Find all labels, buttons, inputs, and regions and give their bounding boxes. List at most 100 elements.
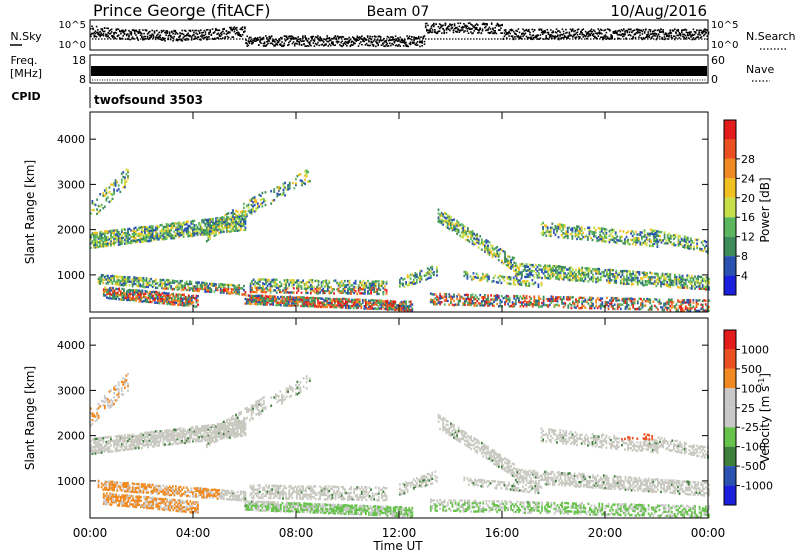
nsky-dot	[505, 29, 507, 31]
range-gate-cell	[506, 297, 508, 299]
range-gate-cell	[620, 276, 622, 278]
nsky-dot	[652, 36, 654, 38]
range-gate-cell	[92, 200, 94, 202]
range-gate-cell	[246, 213, 248, 215]
range-gate-cell	[529, 268, 531, 270]
range-gate-cell	[663, 281, 665, 283]
nsky-dot	[486, 24, 488, 26]
nsky-dot	[686, 37, 688, 39]
nsky-dot	[525, 33, 527, 35]
range-gate-cell	[186, 297, 188, 299]
range-gate-cell	[620, 280, 622, 282]
range-gate-cell	[241, 287, 243, 289]
range-gate-cell	[379, 302, 381, 304]
range-gate-cell	[270, 281, 272, 283]
cpid-label: CPID	[11, 90, 40, 103]
nsky-dot	[512, 35, 514, 37]
nsky-dot	[479, 28, 481, 30]
range-gate-cell	[315, 291, 317, 293]
range-gate-cell	[543, 296, 545, 298]
range-gate-cell	[259, 278, 261, 280]
range-gate-cell	[405, 302, 407, 304]
range-gate-cell	[668, 278, 670, 280]
range-gate-cell	[448, 216, 450, 218]
range-gate-cell	[318, 287, 320, 289]
range-gate-cell	[513, 297, 515, 299]
nsky-dot	[103, 35, 105, 37]
nsky-dot	[563, 31, 565, 33]
nsky-dot	[128, 35, 130, 37]
freq-label-line2: [MHz]	[10, 67, 42, 80]
range-gate-cell	[538, 298, 540, 300]
nsky-dot	[416, 42, 418, 44]
range-gate-cell	[238, 216, 240, 218]
range-gate-cell	[372, 283, 374, 285]
range-gate-cell	[104, 245, 106, 247]
range-gate-cell	[169, 297, 171, 299]
range-gate-cell	[631, 279, 633, 281]
range-gate-cell	[115, 292, 117, 294]
range-gate-cell	[465, 231, 467, 233]
range-gate-cell	[251, 287, 253, 289]
range-gate-cell	[207, 287, 209, 289]
range-gate-cell	[448, 293, 450, 295]
range-gate-cell	[280, 304, 282, 306]
range-gate-cell	[654, 280, 656, 282]
nsky-dot	[372, 36, 374, 38]
range-gate-cell	[452, 303, 454, 305]
range-gate-cell	[124, 176, 126, 178]
range-gate-cell	[481, 249, 483, 251]
nsky-dot	[314, 41, 316, 43]
range-gate-cell	[369, 292, 371, 294]
range-gate-cell	[558, 272, 560, 274]
range-gate-cell	[515, 301, 517, 303]
range-gate-cell	[669, 273, 671, 275]
nsky-dot	[182, 30, 184, 32]
range-gate-cell	[332, 290, 334, 292]
nsky-dot	[616, 33, 618, 35]
nsky-dot	[562, 29, 564, 31]
range-gate-cell	[121, 294, 123, 296]
range-gate-cell	[197, 290, 199, 292]
range-gate-cell	[170, 223, 172, 225]
range-gate-cell	[139, 277, 141, 279]
range-gate-cell	[102, 192, 104, 194]
range-gate-cell	[149, 291, 151, 293]
range-gate-cell	[200, 223, 202, 225]
range-gate-cell	[112, 193, 114, 195]
range-gate-cell	[267, 287, 269, 289]
range-gate-cell	[270, 283, 272, 285]
range-gate-cell	[555, 276, 557, 278]
range-gate-cell	[300, 305, 302, 307]
nsky-dot	[494, 30, 496, 32]
nsky-dot	[579, 33, 581, 35]
range-gate-cell	[482, 296, 484, 298]
nsky-dot	[131, 33, 133, 35]
range-gate-cell	[129, 234, 131, 236]
range-gate-cell	[284, 291, 286, 293]
range-gate-cell	[376, 304, 378, 306]
nsky-dot	[482, 28, 484, 30]
range-gate-cell	[390, 307, 392, 309]
range-gate-cell	[118, 235, 120, 237]
range-gate-cell	[245, 227, 247, 229]
nsky-dot	[547, 29, 549, 31]
nsky-dot	[659, 36, 661, 38]
range-gate-cell	[228, 216, 230, 218]
nsky-dot	[424, 35, 426, 37]
nsky-dot	[459, 26, 461, 28]
range-gate-cell	[187, 229, 189, 231]
nsky-dot	[192, 30, 194, 32]
nsky-dot	[314, 45, 316, 47]
range-gate-cell	[163, 287, 165, 289]
range-gate-cell	[359, 298, 361, 300]
range-gate-cell	[472, 302, 474, 304]
range-gate-cell	[280, 187, 282, 189]
range-gate-cell	[540, 298, 542, 300]
range-gate-cell	[262, 291, 264, 293]
range-gate-cell	[95, 236, 97, 238]
range-gate-cell	[104, 290, 106, 292]
range-gate-cell	[476, 233, 478, 235]
range-gate-cell	[121, 181, 123, 183]
range-gate-cell	[169, 301, 171, 303]
